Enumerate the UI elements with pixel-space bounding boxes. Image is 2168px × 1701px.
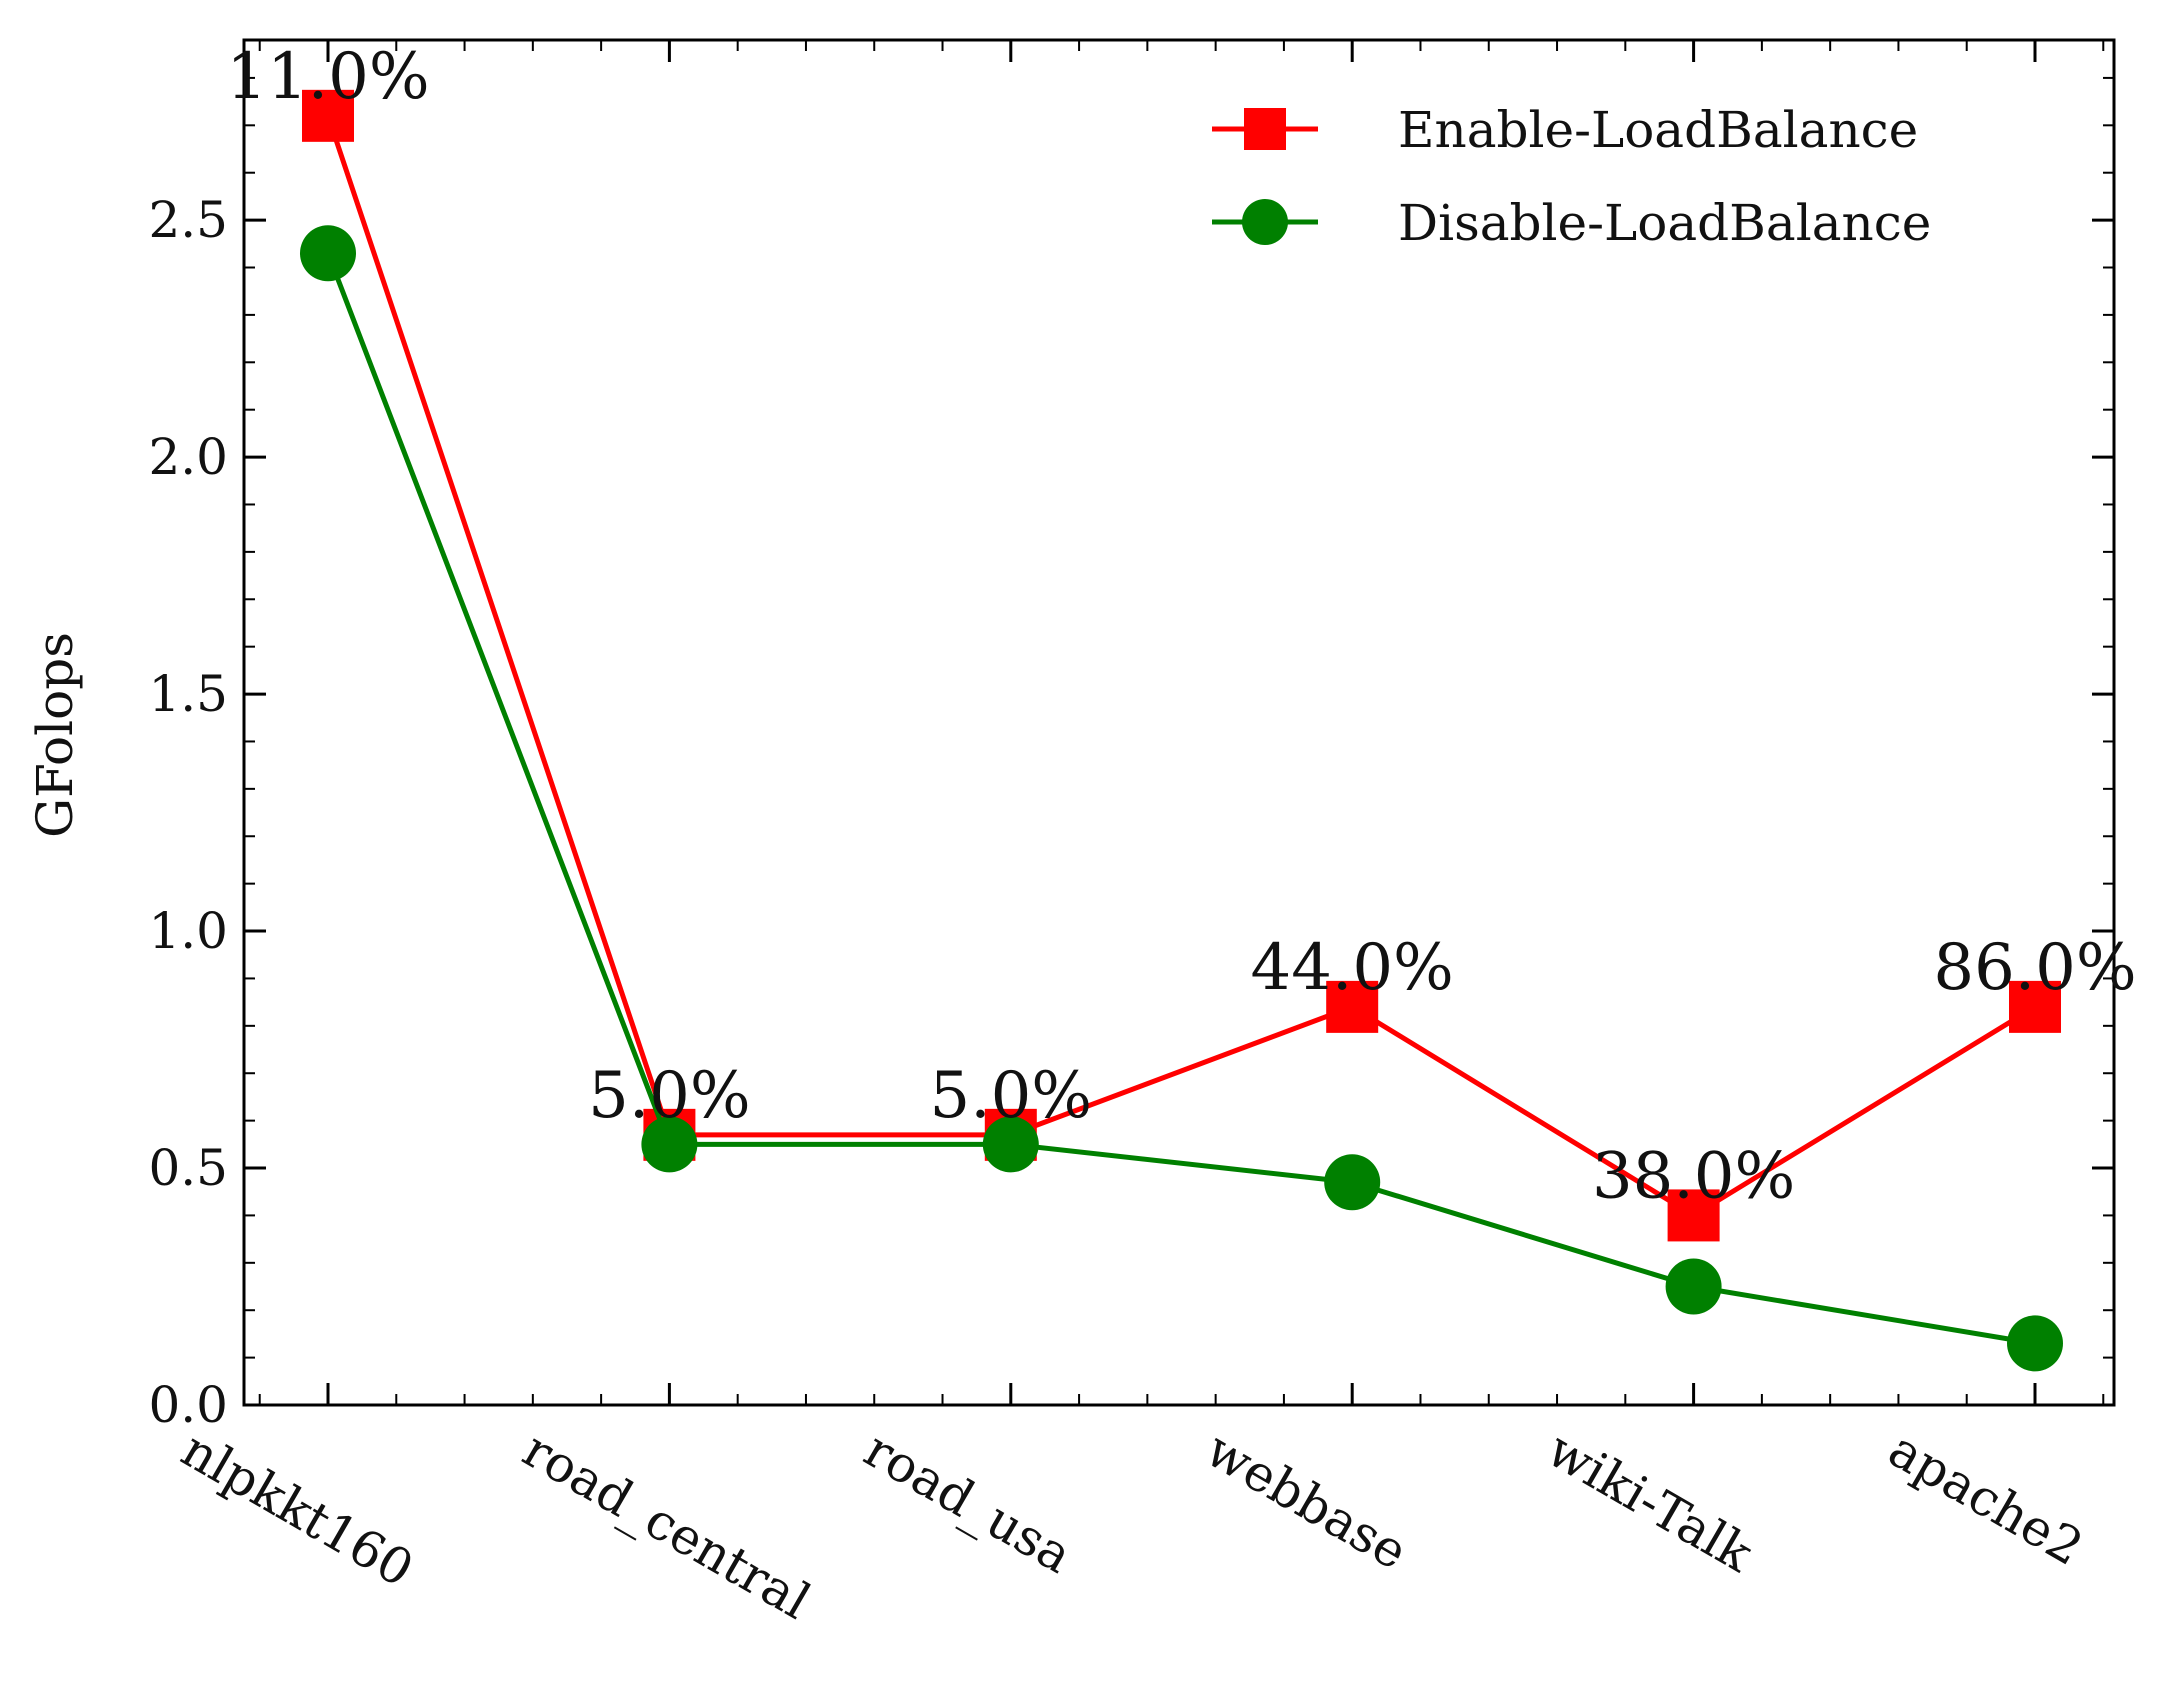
series-line-1 [325,252,2036,1346]
y-tick-label: 2.0 [148,428,228,486]
legend-label-enable: Enable-LoadBalance [1398,101,1918,159]
y-tick-label: 0.5 [148,1139,228,1197]
data-point-circle [300,225,356,282]
y-tick-label: 2.5 [148,191,228,249]
data-point-square [1667,1189,1720,1242]
y-tick-label: 1.5 [148,665,228,723]
data-point-circle [641,1116,698,1173]
data-point-circle [2007,1315,2063,1372]
x-tick-label: road_usa [855,1420,1082,1584]
y-tick-label: 1.0 [148,902,228,960]
data-label: 44.0% [1251,931,1454,1005]
x-tick-label: apache2 [1879,1420,2093,1577]
annotation-layer: 11.0% 5.0% 5.0% 44.0% 38.0% 86.0% [226,40,2136,1214]
x-tick-label: wiki-Talk [1538,1420,1763,1583]
legend-label-disable: Disable-LoadBalance [1398,194,1931,252]
data-label: 11.0% [226,40,429,114]
series-line-0 [325,115,2037,1218]
data-point-square [302,89,354,142]
x-tick-label: nlpkkt160 [172,1420,423,1598]
data-point-square [2009,980,2061,1033]
data-label: 86.0% [1933,931,2136,1005]
data-label: 38.0% [1592,1139,1795,1213]
x-tick-label: road_central [513,1420,819,1630]
y-tick-label: 0.0 [148,1376,228,1434]
legend: Enable-LoadBalance Disable-LoadBalance [1212,101,1931,252]
plot-frame [242,38,2116,1407]
legend-marker-circle [1242,199,1288,245]
data-label: 5.0% [930,1059,1093,1133]
legend-marker-square [1244,108,1286,150]
data-point-circle [1665,1258,1722,1315]
axis-ticks: 0.0 0.5 1.0 1.5 2.0 2.5 nlpkkt160 road_central r… [148,40,2114,1631]
data-point-circle [982,1116,1039,1173]
x-tick-label: webbase [1196,1420,1417,1581]
data-point-circle [1324,1154,1381,1211]
data-label: 5.0% [588,1059,751,1133]
y-axis-label: GFolops [26,632,84,838]
data-point-square [1326,980,1379,1033]
series-layer [300,89,2063,1372]
